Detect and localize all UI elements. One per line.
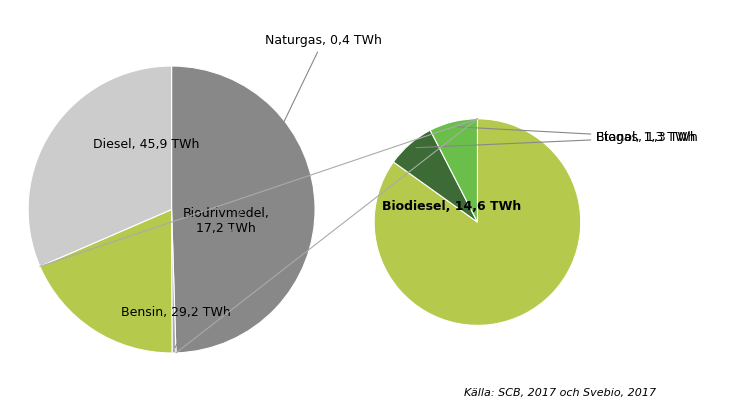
- Text: Naturgas, 0,4 TWh: Naturgas, 0,4 TWh: [175, 34, 382, 348]
- Wedge shape: [28, 66, 172, 266]
- Wedge shape: [172, 66, 315, 353]
- Text: Källa: SCB, 2017 och Svebio, 2017: Källa: SCB, 2017 och Svebio, 2017: [464, 388, 656, 398]
- Wedge shape: [374, 119, 580, 326]
- Wedge shape: [430, 119, 477, 222]
- Wedge shape: [393, 130, 477, 222]
- Text: Biogas, 1,3 TWh: Biogas, 1,3 TWh: [416, 131, 698, 147]
- Wedge shape: [40, 210, 172, 353]
- Text: Bensin, 29,2 TWh: Bensin, 29,2 TWh: [122, 306, 231, 319]
- Text: Biodiesel, 14,6 TWh: Biodiesel, 14,6 TWh: [382, 200, 521, 213]
- Text: Diesel, 45,9 TWh: Diesel, 45,9 TWh: [93, 138, 199, 151]
- Text: Biodrivmedel,
17,2 TWh: Biodrivmedel, 17,2 TWh: [183, 207, 269, 235]
- Text: Etanol, 1,3 TWh: Etanol, 1,3 TWh: [457, 127, 695, 144]
- Wedge shape: [172, 210, 176, 353]
